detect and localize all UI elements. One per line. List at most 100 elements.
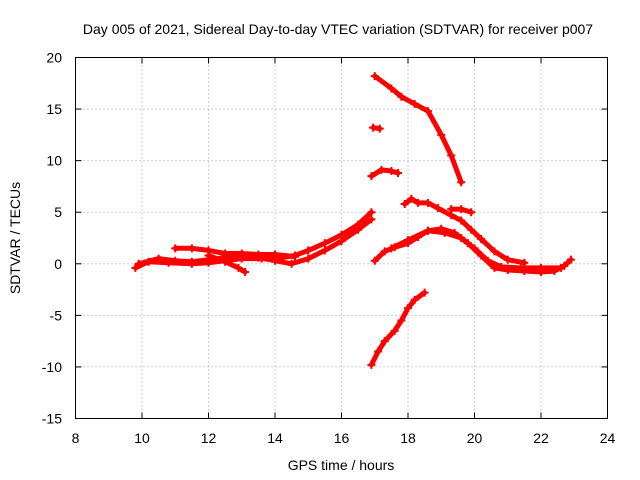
data-point <box>423 226 432 235</box>
y-tick-label: 15 <box>46 101 62 117</box>
series-arc-10 <box>387 226 565 272</box>
x-tick-label: 24 <box>600 430 616 446</box>
data-point <box>470 244 479 253</box>
data-point <box>387 166 396 175</box>
data-point <box>187 257 196 266</box>
data-point <box>380 337 389 346</box>
x-tick-label: 20 <box>467 430 483 446</box>
data-point <box>367 208 376 217</box>
x-tick-label: 16 <box>334 430 350 446</box>
data-point <box>390 326 399 335</box>
data-point <box>457 216 466 225</box>
data-point <box>290 252 299 261</box>
data-point <box>483 256 492 265</box>
data-point <box>397 316 406 325</box>
series-arc-12 <box>367 288 429 369</box>
data-point <box>537 263 545 272</box>
data-point <box>337 237 346 246</box>
data-point <box>490 247 499 256</box>
data-point <box>375 124 384 133</box>
data-point <box>370 72 379 81</box>
data-point <box>234 263 243 272</box>
data-point <box>287 259 296 268</box>
data-point <box>467 225 476 234</box>
data-point <box>370 256 379 265</box>
series-trace <box>368 167 401 179</box>
data-point <box>377 165 386 174</box>
x-tick-label: 10 <box>134 430 150 446</box>
data-point <box>134 259 143 268</box>
y-tick-label: 0 <box>54 256 62 272</box>
y-axis-title: SDTVAR / TECUs <box>7 182 23 294</box>
series-arc-8 <box>400 194 529 267</box>
data-point <box>221 249 230 258</box>
data-point <box>171 256 180 265</box>
data-point <box>367 360 376 369</box>
data-point <box>367 172 376 181</box>
data-point <box>410 99 419 108</box>
series-group <box>131 72 575 369</box>
data-point <box>387 84 396 93</box>
data-point <box>237 249 246 258</box>
y-tick-label: 5 <box>54 204 62 220</box>
data-point <box>404 304 412 313</box>
data-point <box>503 255 512 264</box>
data-point <box>497 262 506 271</box>
data-point <box>221 257 230 266</box>
data-point <box>367 215 376 224</box>
series-trace <box>206 253 248 275</box>
series-arc-3 <box>171 244 299 261</box>
series-arc-7 <box>367 165 403 181</box>
tick-marks <box>75 57 608 419</box>
y-tick-label: 20 <box>46 50 62 66</box>
series-trace <box>372 73 464 185</box>
data-point <box>380 247 389 256</box>
x-tick-label: 8 <box>72 430 80 446</box>
data-point <box>440 228 449 237</box>
data-point <box>154 254 163 263</box>
data-point <box>271 250 279 259</box>
data-point <box>423 107 432 116</box>
y-tick-label: -15 <box>42 411 62 427</box>
x-tick-label: 22 <box>533 430 549 446</box>
data-point <box>387 244 396 253</box>
data-point <box>556 263 565 272</box>
data-point <box>304 254 313 263</box>
data-point <box>404 236 412 245</box>
x-axis-title: GPS time / hours <box>288 457 395 473</box>
data-point <box>457 178 466 187</box>
data-point <box>374 347 383 356</box>
y-tick-label: 10 <box>46 153 62 169</box>
chart-title: Day 005 of 2021, Sidereal Day-to-day VTE… <box>83 21 593 37</box>
data-point <box>241 268 250 277</box>
data-point <box>457 234 466 242</box>
data-point <box>171 244 180 253</box>
data-point <box>394 169 403 178</box>
data-point <box>467 208 476 217</box>
data-point <box>420 288 429 297</box>
data-point <box>320 239 329 248</box>
data-point <box>400 199 409 208</box>
data-point <box>204 251 213 260</box>
data-point <box>410 295 419 304</box>
data-point <box>304 246 313 255</box>
data-point <box>254 250 263 259</box>
x-tick-labels: 8 10 12 14 16 18 20 22 24 <box>72 430 616 446</box>
x-tick-label: 18 <box>400 430 416 446</box>
data-point <box>447 205 456 214</box>
data-point <box>437 130 446 139</box>
data-point <box>131 263 140 272</box>
data-point <box>369 123 378 132</box>
data-point <box>187 244 196 253</box>
y-tick-label: -10 <box>42 359 62 375</box>
y-tick-labels: -15 -10 -5 0 5 10 15 20 <box>42 50 62 427</box>
series-trace <box>368 290 428 368</box>
data-point <box>447 151 456 160</box>
data-point <box>320 246 329 255</box>
data-point <box>517 263 526 272</box>
series-arc-6 <box>369 123 384 133</box>
data-point <box>354 225 363 234</box>
series-arc-11 <box>447 205 476 217</box>
data-point <box>423 198 432 207</box>
